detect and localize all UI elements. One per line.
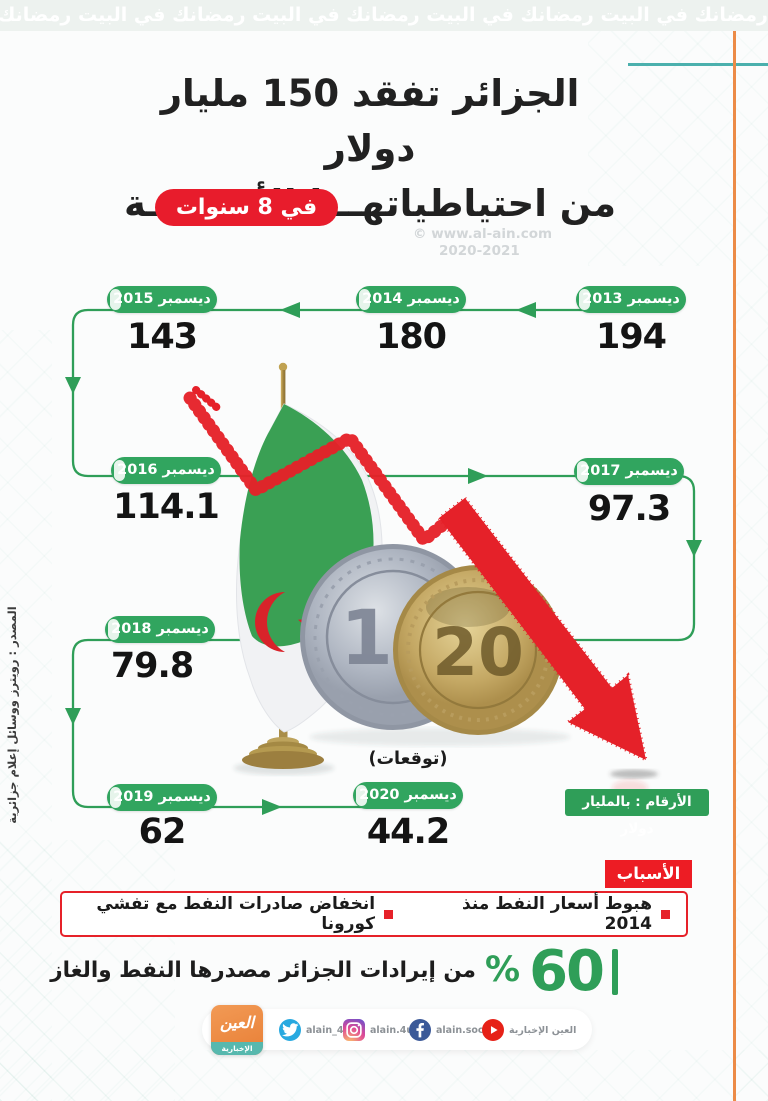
teal-divider-line: [628, 63, 768, 66]
pill-dec-2014: ديسمبر 2014: [356, 286, 466, 313]
twitter-handle: alain_4u: [306, 1024, 351, 1036]
value-2017: 97.3: [587, 489, 671, 529]
pill-dec-2018: ديسمبر 2018: [105, 616, 215, 643]
decline-arrow: [436, 495, 649, 763]
instagram-handle: alain.4u: [370, 1024, 414, 1036]
value-2014: 180: [375, 317, 447, 357]
arrow-shadow: [610, 769, 658, 779]
square-bullet-icon: [384, 909, 394, 919]
facebook-icon[interactable]: [409, 1019, 431, 1041]
title-line-1: الجزائر تفقد 150 مليار دولار: [160, 72, 580, 170]
coin-20: 20: [393, 565, 563, 735]
youtube-icon[interactable]: [482, 1019, 504, 1041]
cause-item-exports-corona: انخفاض صادرات النفط مع تفشي كورونا: [78, 894, 394, 934]
svg-text:20: 20: [432, 614, 524, 691]
flag-crescent: [255, 592, 285, 652]
stat-value: 60: [529, 939, 605, 1004]
decline-zigzag: [183, 391, 462, 550]
cause-text: هبوط أسعار النفط منذ 2014: [462, 894, 652, 934]
ramadan-banner: رمضانك في البيت رمضانك في البيت رمضانك ف…: [0, 0, 768, 31]
coins-shadow: [310, 728, 570, 746]
pill-dec-2015: ديسمبر 2015: [107, 286, 217, 313]
stat-accent-bar: [612, 949, 618, 995]
value-2016: 114.1: [113, 487, 220, 527]
logo-subtitle: الإخبارية: [211, 1042, 263, 1055]
footer-social-bar: [202, 1009, 592, 1050]
cause-text: انخفاض صادرات النفط مع تفشي كورونا: [96, 894, 376, 934]
value-2018: 79.8: [110, 646, 194, 686]
forecast-note: (توقعات): [368, 749, 448, 769]
percent-sign: %: [484, 950, 521, 990]
youtube-label: العين الإخبارية: [509, 1024, 577, 1036]
cause-item-oil-prices: هبوط أسعار النفط منذ 2014: [439, 894, 670, 934]
orange-divider-line: [733, 31, 736, 1101]
stat-text: من إيرادات الجزائر مصدرها النفط والغاز: [50, 957, 476, 983]
square-bullet-icon: [661, 909, 670, 919]
value-2013: 194: [595, 317, 667, 357]
alain-logo[interactable]: العين الإخبارية: [211, 1005, 263, 1055]
causes-title: الأسباب: [605, 860, 692, 888]
facebook-link[interactable]: alain.social: [409, 1019, 496, 1041]
duration-badge: في 8 سنوات: [155, 189, 338, 226]
logo-wordmark: العين: [219, 1013, 255, 1032]
pill-dec-2016: ديسمبر 2016: [111, 457, 221, 484]
watermark-url: © www.al-ain.com: [413, 226, 553, 242]
instagram-icon[interactable]: [343, 1019, 365, 1041]
unit-note: الأرقام : بالمليار دولار: [565, 789, 709, 837]
facebook-handle: alain.social: [436, 1024, 497, 1036]
oil-revenue-stat: من إيرادات الجزائر مصدرها النفط والغاز %…: [0, 944, 618, 1000]
value-2015: 143: [126, 317, 198, 357]
pill-dec-2013: ديسمبر 2013: [576, 286, 686, 313]
value-2019: 62: [138, 812, 187, 852]
source-note: المصدر : رويترز ووسائل إعلام جزائرية: [5, 606, 19, 824]
twitter-icon[interactable]: [279, 1019, 301, 1041]
value-2020: 44.2: [366, 812, 450, 852]
instagram-link[interactable]: alain.4u: [343, 1019, 413, 1041]
twitter-link[interactable]: alain_4u: [279, 1019, 350, 1041]
watermark-years: 2020-2021: [439, 243, 520, 259]
pill-dec-2020: ديسمبر 2020: [353, 782, 463, 809]
pill-dec-2017: ديسمبر 2017: [574, 458, 684, 485]
watermark: © www.al-ain.com 2020-2021: [413, 226, 583, 260]
youtube-link[interactable]: العين الإخبارية: [482, 1019, 576, 1041]
causes-box: هبوط أسعار النفط منذ 2014 انخفاض صادرات …: [60, 891, 688, 937]
pill-dec-2019: ديسمبر 2019: [107, 784, 217, 811]
